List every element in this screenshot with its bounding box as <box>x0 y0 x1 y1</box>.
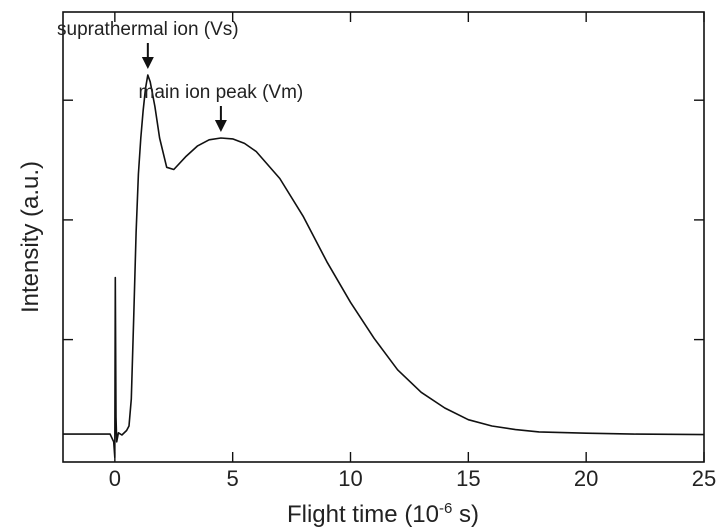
annotation-label-0: suprathermal ion (Vs) <box>57 19 239 40</box>
x-tick-labels: 0 5 10 15 20 25 <box>109 466 717 491</box>
x-tick-label-5: 5 <box>227 466 239 491</box>
x-tick-label-20: 20 <box>574 466 598 491</box>
x-tick-label-10: 10 <box>338 466 362 491</box>
x-tick-label-15: 15 <box>456 466 480 491</box>
annotation-arrow-head-1 <box>214 120 227 132</box>
annotation-arrow-head-0 <box>141 57 154 69</box>
x-axis-title: Flight time (10-6 s) <box>287 500 479 528</box>
ticks <box>63 12 705 462</box>
x-tick-label-0: 0 <box>109 466 121 491</box>
annotations: suprathermal ion (Vs) main ion peak (Vm) <box>57 19 303 132</box>
plot-frame <box>62 11 705 463</box>
annotation-label-1: main ion peak (Vm) <box>139 82 304 103</box>
y-axis-title: Intensity (a.u.) <box>17 161 44 313</box>
intensity-curve <box>63 74 705 459</box>
x-tick-label-25: 25 <box>692 466 716 491</box>
